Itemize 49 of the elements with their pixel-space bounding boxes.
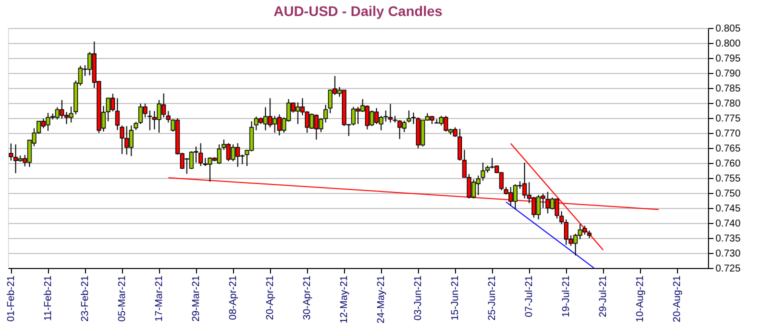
chart-title: AUD-USD - Daily Candles bbox=[274, 3, 443, 19]
x-tick-label: 20-Apr-21 bbox=[265, 275, 276, 320]
y-tick-label: 0.790 bbox=[716, 68, 741, 80]
x-tick-label: 10-Aug-21 bbox=[635, 275, 646, 322]
x-tick-label: 24-May-21 bbox=[376, 275, 388, 324]
y-tick-label: 0.805 bbox=[716, 24, 741, 34]
x-tick-label: 29-Mar-21 bbox=[191, 275, 202, 322]
y-tick-label: 0.725 bbox=[716, 264, 741, 274]
x-tick-label: 29-Jul-21 bbox=[598, 275, 610, 318]
x-tick-label: 20-Aug-21 bbox=[672, 275, 684, 322]
candlestick bbox=[68, 106, 74, 123]
x-tick-label: 03-Jun-21 bbox=[413, 275, 424, 321]
x-tick-label: 30-Apr-21 bbox=[302, 275, 314, 320]
x-tick-label: 15-Jun-21 bbox=[450, 275, 462, 321]
x-tick-label: 11-Feb-21 bbox=[43, 275, 54, 321]
candlestick bbox=[115, 98, 120, 130]
candlestick bbox=[161, 92, 166, 118]
y-tick-label: 0.795 bbox=[716, 54, 741, 64]
y-tick-label: 0.755 bbox=[716, 174, 741, 184]
y-tick-label: 0.765 bbox=[716, 144, 741, 154]
candlestick bbox=[8, 143, 14, 162]
x-tick-label: 01-Feb-21 bbox=[6, 275, 18, 322]
x-tick-label: 12-May-21 bbox=[339, 275, 350, 324]
y-tick-label: 0.735 bbox=[716, 234, 741, 244]
y-tick-label: 0.780 bbox=[716, 98, 741, 110]
y-tick-label: 0.775 bbox=[716, 114, 741, 124]
candlestick bbox=[249, 120, 254, 152]
candlestick bbox=[411, 112, 416, 124]
candlestick bbox=[452, 126, 458, 138]
x-tick-label: 07-Jul-21 bbox=[524, 275, 536, 318]
candlestick bbox=[148, 110, 152, 131]
candlestick bbox=[378, 115, 384, 131]
y-tick-label: 0.730 bbox=[716, 248, 741, 260]
x-tick-label: 23-Feb-21 bbox=[80, 275, 92, 322]
candlestick bbox=[198, 142, 203, 166]
y-tick-label: 0.750 bbox=[716, 188, 741, 200]
y-tick-label: 0.785 bbox=[716, 84, 741, 94]
x-tick-label: 17-Mar-21 bbox=[154, 275, 166, 322]
y-tick-label: 0.745 bbox=[716, 204, 741, 214]
x-tick-label: 08-Apr-21 bbox=[228, 275, 240, 320]
candlestick bbox=[388, 103, 393, 123]
candlestick bbox=[323, 104, 328, 123]
y-tick-label: 0.740 bbox=[716, 218, 741, 230]
x-tick-label: 19-Jul-21 bbox=[561, 275, 572, 318]
y-tick-label: 0.770 bbox=[716, 128, 741, 140]
y-tick-label: 0.760 bbox=[716, 158, 741, 170]
x-tick-label: 25-Jun-21 bbox=[487, 275, 498, 321]
x-tick-label: 05-Mar-21 bbox=[117, 275, 128, 322]
y-tick-label: 0.800 bbox=[716, 38, 741, 50]
